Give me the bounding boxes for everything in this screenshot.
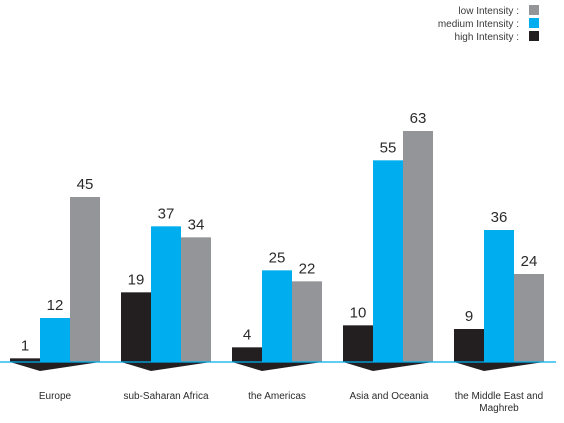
legend-label-low-intensity: low Intensity : (458, 6, 519, 17)
bar-asia-and-oceania-medium-intensity (373, 160, 403, 362)
category-label-sub-saharan-africa: sub-Saharan Africa (123, 391, 208, 402)
chart-legend: low Intensity : medium Intensity : high In… (438, 5, 539, 43)
value-label-asia-and-oceania-low-intensity: 63 (410, 110, 427, 127)
legend-swatch-high-intensity (529, 31, 539, 41)
value-label-the-middle-east-and-maghreb-high-intensity: 9 (465, 308, 473, 325)
category-label-asia-and-oceania: Asia and Oceania (350, 391, 429, 402)
category-label-the-americas: the Americas (248, 391, 306, 402)
legend-label-medium-intensity: medium Intensity : (438, 19, 519, 30)
value-label-europe-medium-intensity: 12 (47, 297, 64, 314)
value-label-sub-saharan-africa-high-intensity: 19 (128, 271, 145, 288)
bar-the-americas-low-intensity (292, 281, 322, 362)
value-label-the-americas-high-intensity: 4 (243, 326, 251, 343)
category-label-the-middle-east-and-maghreb: the Middle East and Maghreb (455, 391, 543, 414)
category-label-europe: Europe (39, 391, 72, 402)
category-labels: Europe sub-Saharan Africa the Americas Asia… (39, 391, 543, 414)
value-labels: 1 12 45 19 37 34 4 25 22 10 55 63 9 36 24 (21, 110, 538, 354)
value-label-the-americas-low-intensity: 22 (299, 260, 316, 277)
bar-shadow-europe (10, 362, 100, 371)
value-label-the-middle-east-and-maghreb-medium-intensity: 36 (491, 209, 508, 226)
value-label-sub-saharan-africa-medium-intensity: 37 (158, 205, 175, 222)
bar-sub-saharan-africa-low-intensity (181, 237, 211, 362)
legend-swatch-medium-intensity (529, 18, 539, 28)
value-label-the-americas-medium-intensity: 25 (269, 249, 286, 266)
value-label-sub-saharan-africa-low-intensity: 34 (188, 216, 205, 233)
bar-asia-and-oceania-high-intensity (343, 325, 373, 362)
value-label-the-middle-east-and-maghreb-low-intensity: 24 (521, 253, 538, 270)
legend-label-high-intensity: high Intensity : (455, 32, 519, 43)
bar-europe-high-intensity (10, 358, 40, 362)
bar-the-americas-high-intensity (232, 347, 262, 362)
bar-the-middle-east-and-maghreb-medium-intensity (484, 230, 514, 362)
bar-shadow-the-americas (232, 362, 322, 371)
bar-sub-saharan-africa-medium-intensity (151, 226, 181, 362)
bar-shadows (10, 362, 544, 371)
value-label-europe-high-intensity: 1 (21, 337, 29, 354)
legend-swatch-low-intensity (529, 5, 539, 15)
bar-asia-and-oceania-low-intensity (403, 131, 433, 362)
bar-europe-medium-intensity (40, 318, 70, 362)
bar-europe-low-intensity (70, 197, 100, 362)
bar-the-americas-medium-intensity (262, 270, 292, 362)
bar-the-middle-east-and-maghreb-high-intensity (454, 329, 484, 362)
value-label-europe-low-intensity: 45 (77, 176, 94, 193)
bars (10, 131, 544, 362)
value-label-asia-and-oceania-medium-intensity: 55 (380, 139, 397, 156)
bar-shadow-sub-saharan-africa (121, 362, 211, 371)
bar-shadow-the-middle-east-and-maghreb (454, 362, 544, 371)
bar-sub-saharan-africa-high-intensity (121, 292, 151, 362)
value-label-asia-and-oceania-high-intensity: 10 (350, 304, 367, 321)
bar-shadow-asia-and-oceania (343, 362, 433, 371)
bar-the-middle-east-and-maghreb-low-intensity (514, 274, 544, 362)
